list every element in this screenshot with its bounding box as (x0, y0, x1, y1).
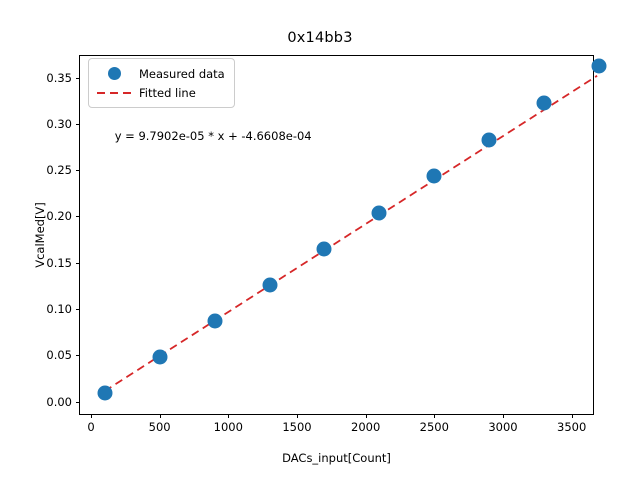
y-tick (76, 77, 80, 79)
legend-item-measured-data: Measured data (96, 64, 225, 83)
data-point (207, 313, 223, 329)
x-tick (365, 414, 367, 418)
x-tick-label: 3000 (488, 420, 518, 434)
x-tick (502, 414, 504, 418)
chart-legend: Measured data Fitted line (88, 58, 235, 108)
legend-label-fitted-line: Fitted line (139, 85, 196, 100)
data-point (426, 168, 442, 184)
chart-title: 0x14bb3 (287, 30, 353, 46)
data-point (536, 95, 552, 111)
data-point (591, 58, 607, 74)
y-tick-label: 0.05 (46, 348, 72, 363)
y-tick (76, 355, 80, 357)
x-tick-label: 1000 (213, 420, 243, 434)
y-tick (76, 309, 80, 311)
y-tick (76, 216, 80, 218)
data-point (371, 205, 387, 221)
x-tick (90, 414, 92, 418)
x-tick (228, 414, 230, 418)
y-tick-label: 0.25 (46, 163, 72, 178)
data-point (97, 385, 113, 401)
legend-item-fitted-line: Fitted line (96, 83, 225, 102)
y-tick (76, 401, 80, 403)
x-tick (159, 414, 161, 418)
x-tick-label: 3500 (557, 420, 587, 434)
y-tick-label: 0.15 (46, 255, 72, 270)
y-tick (76, 170, 80, 172)
y-tick-label: 0.20 (46, 209, 72, 224)
dashed-line-marker-icon (96, 91, 132, 94)
x-tick-label: 1500 (282, 420, 312, 434)
y-tick (76, 262, 80, 264)
y-tick-label: 0.10 (46, 302, 72, 317)
y-tick (76, 123, 80, 125)
fit-equation-annotation: y = 9.7902e-05 * x + -4.6608e-04 (114, 129, 312, 144)
circle-marker-icon (96, 67, 132, 80)
x-tick-label: 0 (87, 420, 95, 434)
x-tick (296, 414, 298, 418)
y-axis-label: VcalMed[V] (32, 202, 47, 268)
data-point (262, 277, 278, 293)
y-tick-label: 0.30 (46, 116, 72, 131)
y-tick-label: 0.35 (46, 70, 72, 85)
plot-area: 0 500 1000 1500 2000 2500 3000 3500 0.00 0.05 0.1… (46, 55, 607, 434)
fitted-line (104, 75, 598, 392)
data-point (152, 349, 168, 365)
x-tick-label: 500 (148, 420, 171, 434)
data-point (316, 241, 332, 257)
x-tick (571, 414, 573, 418)
x-tick-label: 2000 (351, 420, 381, 434)
x-axis-label: DACs_input[Count] (282, 451, 391, 465)
y-tick-label: 0.00 (46, 394, 72, 409)
data-point (481, 132, 497, 148)
plot-inner: 0 500 1000 1500 2000 2500 3000 3500 0.00 0.05 0.1… (46, 56, 607, 434)
x-tick (434, 414, 436, 418)
x-tick-label: 2500 (419, 420, 449, 434)
legend-label-measured-data: Measured data (139, 66, 225, 81)
